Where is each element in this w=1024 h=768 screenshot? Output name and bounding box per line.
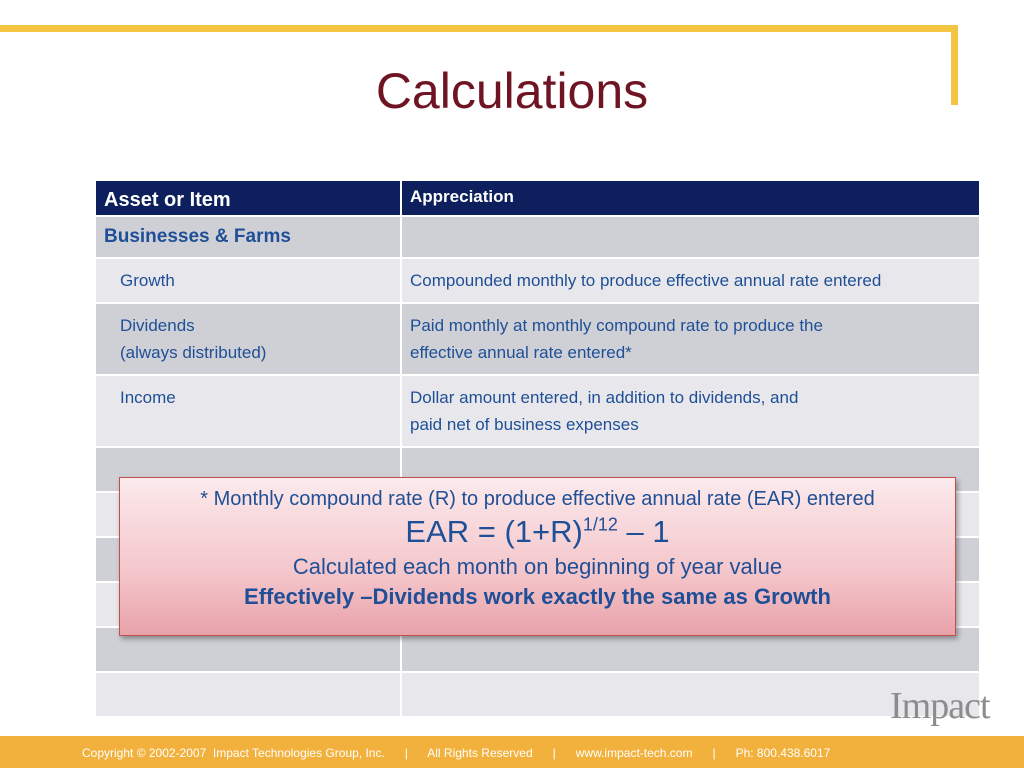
ear-formula: EAR = (1+R)1/12 – 1 (120, 513, 955, 551)
table-header-row: Asset or Item Appreciation (94, 179, 981, 217)
slide-title: Calculations (375, 63, 649, 119)
formula-tail: – 1 (617, 514, 670, 549)
table-cell-empty (400, 215, 981, 259)
gold-frame-top (0, 25, 958, 32)
gold-frame-right (951, 25, 958, 105)
table-cell-empty (94, 671, 402, 718)
value-label-line2: paid net of business expenses (410, 415, 639, 434)
item-label-line2: (always distributed) (120, 343, 267, 362)
header-asset: Asset or Item (94, 179, 402, 217)
callout-conclusion: Effectively –Dividends work exactly the … (244, 584, 831, 609)
row-value-growth: Compounded monthly to produce effective … (400, 257, 981, 304)
item-label: Income (120, 388, 176, 407)
section-label: Businesses & Farms (94, 215, 402, 259)
value-label: Dollar amount entered, in addition to di… (410, 388, 799, 407)
table-row: Growth Compounded monthly to produce eff… (94, 257, 981, 304)
item-label: Dividends (120, 316, 195, 335)
formula-base: EAR = (1+R) (405, 514, 583, 549)
value-label: Paid monthly at monthly compound rate to… (410, 316, 823, 335)
table-row (94, 671, 981, 718)
appreciation-table: Asset or Item Appreciation Businesses & … (94, 179, 981, 718)
value-label: Compounded monthly to produce effective … (410, 271, 882, 290)
value-label-line2: effective annual rate entered* (410, 343, 632, 362)
header-appreciation: Appreciation (400, 179, 981, 217)
table-cell-empty (400, 626, 981, 673)
row-value-dividends: Paid monthly at monthly compound rate to… (400, 302, 981, 376)
callout-calc-note: Calculated each month on beginning of ye… (292, 554, 783, 579)
row-item-dividends: Dividends (always distributed) (94, 302, 402, 376)
table-cell-empty (400, 671, 981, 718)
row-item-income: Income (94, 374, 402, 448)
table-row: Income Dollar amount entered, in additio… (94, 374, 981, 448)
formula-exponent: 1/12 (582, 514, 618, 535)
impact-logo: Impact (890, 685, 991, 727)
table-row: Businesses & Farms (94, 215, 981, 259)
footer-bar: Copyright © 2002-2007 Impact Technologie… (0, 736, 1024, 768)
table-row: Dividends (always distributed) Paid mont… (94, 302, 981, 376)
ear-callout-box: * Monthly compound rate (R) to produce e… (119, 477, 956, 636)
item-label: Growth (120, 271, 175, 290)
row-value-income: Dollar amount entered, in addition to di… (400, 374, 981, 448)
row-item-growth: Growth (94, 257, 402, 304)
callout-footnote: * Monthly compound rate (R) to produce e… (200, 488, 875, 510)
